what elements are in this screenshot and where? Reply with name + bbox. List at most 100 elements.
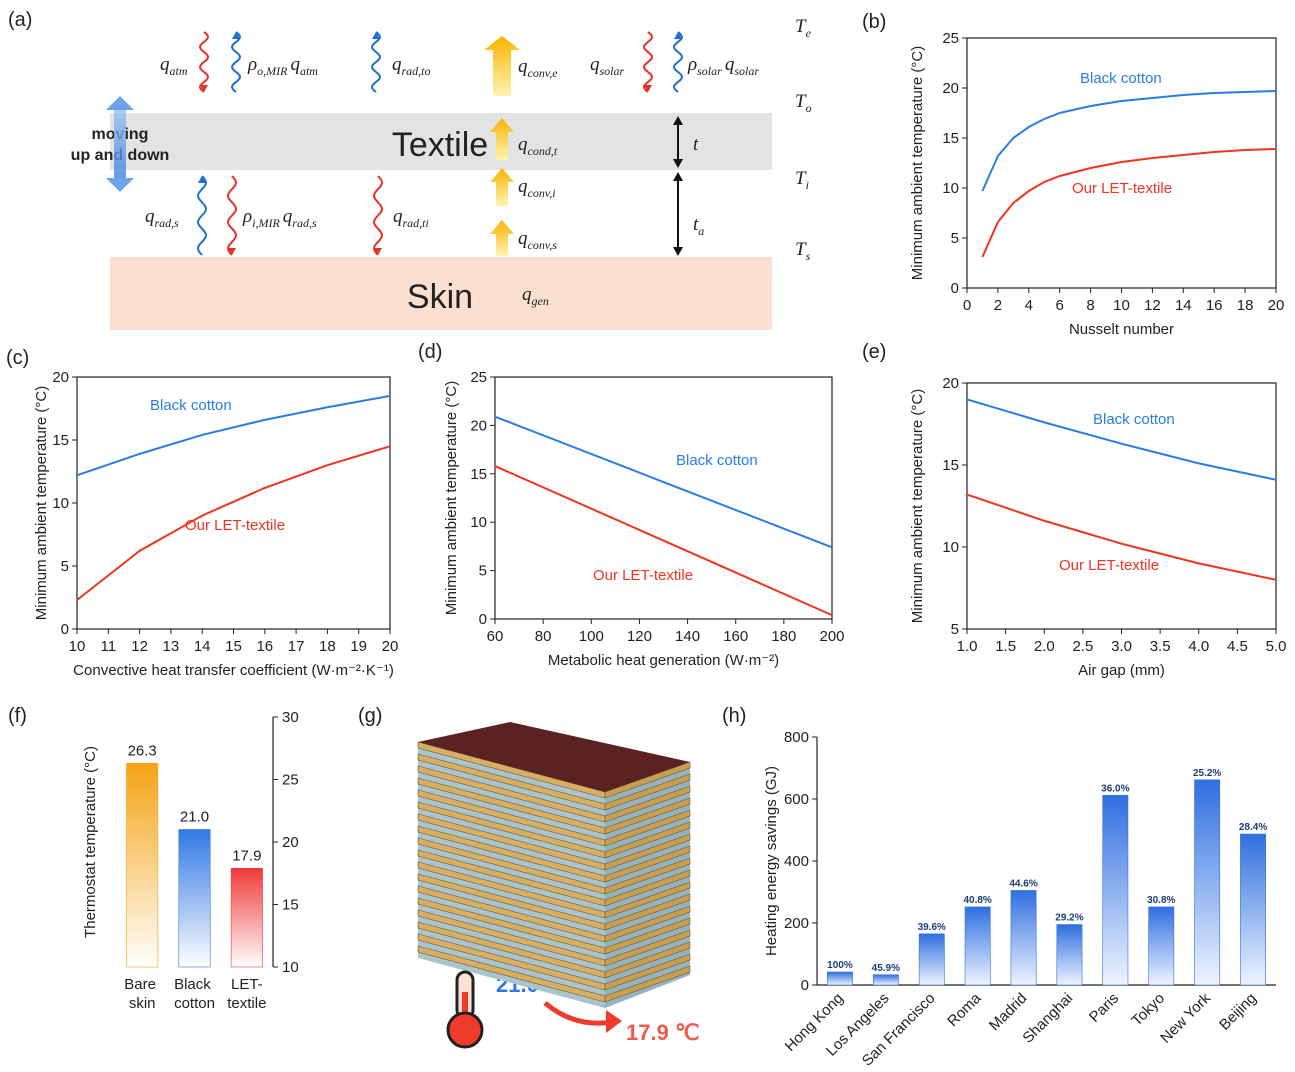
symbol-base: q (290, 54, 300, 75)
x-tick-label: 0 (963, 297, 971, 314)
x-tick-label: 17 (288, 638, 305, 655)
symbol-subscript: a (698, 224, 704, 238)
y-tick-label: 15 (52, 432, 69, 449)
symbol-base: q (590, 54, 600, 75)
bar-annotation: 36.0% (1101, 783, 1129, 794)
series-label: Our LET-textile (1059, 557, 1159, 574)
y-tick-label: 20 (942, 80, 959, 97)
x-tick-label: 5.0 (1266, 638, 1287, 655)
x-tick-label: 1.0 (957, 638, 978, 655)
radiation-arrow (196, 175, 208, 256)
y-tick-label: 25 (470, 369, 487, 386)
y-tick-label: 15 (470, 466, 487, 483)
symbol: ρi,MIR qrad,s (242, 206, 317, 230)
layer-right (604, 797, 691, 835)
y-tick-label: 0 (801, 977, 809, 994)
symbol: t (693, 134, 699, 155)
skin-layer (110, 257, 772, 330)
heat-arrow (490, 118, 514, 160)
heat-arrow (484, 36, 520, 96)
panel-label: (f) (8, 705, 27, 727)
y-axis-title: Heating energy savings (GJ) (763, 766, 780, 956)
bar-annotation: 40.8% (963, 895, 991, 906)
layer-right (604, 953, 691, 991)
x-tick-label: 14 (194, 638, 211, 655)
x-tick-label: 19 (350, 638, 367, 655)
heat-arrow (490, 168, 514, 206)
symbol: Ti (795, 168, 809, 192)
symbol-base: q (518, 228, 528, 249)
series-line (966, 493, 1277, 581)
x-tick-label: 200 (819, 628, 844, 645)
symbol-base: T (795, 91, 807, 112)
bar-annotation: 28.4% (1239, 822, 1267, 833)
x-tick-label: LET-textile (227, 976, 266, 1012)
symbol-subscript: conv,i (528, 186, 556, 200)
after-temperature: 17.9 ℃ (626, 1020, 700, 1045)
symbol-subscript: atm (300, 64, 318, 78)
textile-layer (110, 113, 772, 170)
bar (1056, 924, 1083, 986)
y-axis-title: Minimum ambient temperature (°C) (909, 389, 926, 623)
y-tick-label: 20 (52, 369, 69, 386)
y-tick-label: 10 (942, 180, 959, 197)
x-axis-title: Air gap (mm) (1078, 662, 1165, 679)
arrow-head (200, 85, 208, 92)
bar (1010, 890, 1037, 986)
symbol-subscript: rad,s (292, 216, 317, 230)
series-label: Our LET-textile (593, 567, 693, 584)
layer-right (604, 893, 691, 931)
series-label: Black cotton (150, 397, 232, 414)
symbol-base: q (518, 56, 528, 77)
y-tick-label: 5 (951, 230, 959, 247)
bar (1194, 779, 1221, 986)
x-tick-label: 14 (1175, 297, 1192, 314)
radiation-arrow (226, 175, 238, 256)
symbol-base: q (522, 284, 532, 305)
layer-right (604, 821, 691, 859)
x-tick-label: 60 (487, 628, 504, 645)
layer-right (604, 905, 691, 943)
bar (178, 829, 211, 968)
layer-right (604, 761, 691, 799)
symbol-subscript: cond,t (528, 144, 558, 158)
symbol-subscript: gen (532, 294, 549, 308)
x-tick-label: 16 (1206, 297, 1223, 314)
x-tick-label: 13 (163, 638, 180, 655)
symbol-base: T (795, 168, 807, 189)
bar-annotation: 44.6% (1009, 878, 1037, 889)
layer-right (604, 809, 691, 847)
y-axis-title: Minimum ambient temperature (°C) (33, 386, 50, 620)
series-line (76, 445, 391, 601)
panel-label: (b) (862, 11, 886, 33)
x-tick-label: 15 (225, 638, 242, 655)
y-tick-label: 20 (470, 417, 487, 434)
symbol-subscript: i,MIR (252, 216, 280, 230)
y-tick-label: 5 (61, 558, 69, 575)
y-tick-label: 10 (52, 495, 69, 512)
x-tick-label: 11 (101, 638, 117, 655)
thermometer-bulb (446, 1011, 484, 1049)
symbol: qsolar (590, 54, 625, 78)
bar-annotation: 45.9% (872, 963, 900, 974)
symbol-base: q (725, 54, 735, 75)
symbol: Ts (795, 239, 811, 263)
value-label: 26.3 (128, 742, 157, 759)
arrow-head (232, 32, 240, 39)
bar (1102, 794, 1129, 986)
symbol-base: q (392, 54, 402, 75)
panel-label: (c) (6, 347, 29, 369)
y-tick-label: 800 (784, 729, 809, 746)
layer-right (604, 773, 691, 811)
heat-arrow (490, 220, 514, 256)
series-line (494, 465, 833, 617)
panel-label: (h) (722, 705, 746, 727)
symbol-subscript: o (806, 101, 812, 115)
x-tick-label: 80 (535, 628, 552, 645)
symbol: To (795, 91, 812, 115)
series-line (981, 90, 1277, 192)
y-tick-label: 20 (282, 834, 299, 851)
x-tick-label: 1.5 (995, 638, 1016, 655)
symbol-subscript: rad,s (155, 216, 180, 230)
